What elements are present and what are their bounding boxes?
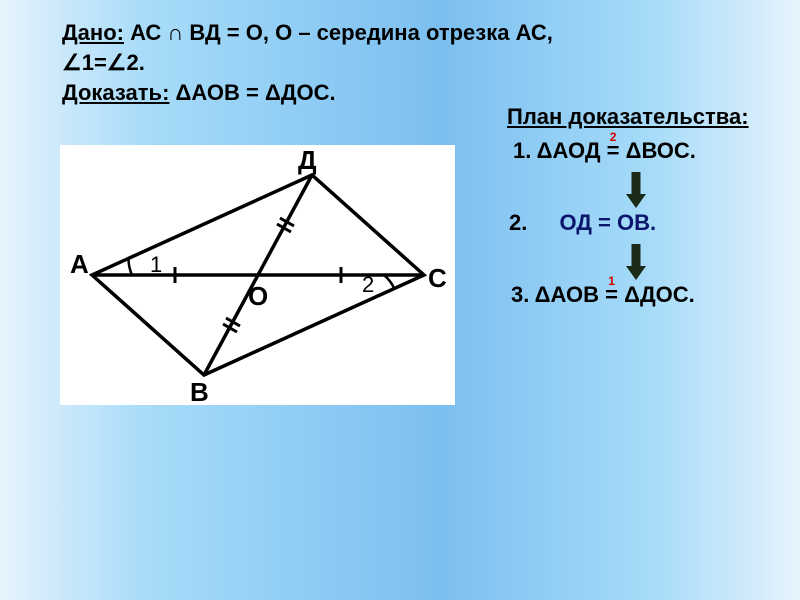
geometry-figure: 1 2 А С Д В О [60, 145, 455, 405]
prove-label: Доказать: [62, 80, 169, 105]
step1-eq-wrap: 2= [607, 138, 620, 164]
given-block: Дано: АС ∩ ВД = О, О – середина отрезка … [62, 18, 553, 77]
angle1-arc [128, 258, 132, 275]
step3-left: 3. ΔАОВ [511, 282, 605, 307]
prove-block: Доказать: ΔАОВ = ΔДОС. [62, 80, 336, 106]
arrow-1 [503, 170, 768, 210]
given-label: Дано: [62, 20, 124, 45]
label-O: О [248, 281, 268, 311]
label-D: Д [298, 145, 317, 175]
proof-plan: План доказательства: 1. ΔАОД 2= ΔВОС. 2.… [503, 104, 768, 314]
step3-right: ΔДОС. [618, 282, 695, 307]
figure-svg: 1 2 А С Д В О [60, 145, 455, 405]
plan-step-2: 2. ОД = ОВ. [503, 210, 768, 236]
plan-step-3: 3. ΔАОВ 1= ΔДОС. [503, 282, 768, 308]
step1-left: 1. ΔАОД [513, 138, 607, 163]
label-C: С [428, 263, 447, 293]
label-B: В [190, 377, 209, 405]
step1-eq: = [607, 138, 620, 164]
plan-title: План доказательства: [503, 104, 768, 130]
step3-eq-wrap: 1= [605, 282, 618, 308]
arrow-2 [503, 242, 768, 282]
label-A: А [70, 249, 89, 279]
angle2-label: 2 [362, 272, 374, 297]
given-line2: ∠1=∠2. [62, 50, 145, 75]
given-line1: АС ∩ ВД = О, О – середина отрезка АС, [124, 20, 553, 45]
angle1-label: 1 [150, 252, 162, 277]
step1-right: ΔВОС. [620, 138, 696, 163]
step3-eq: = [605, 282, 618, 308]
plan-step-1: 1. ΔАОД 2= ΔВОС. [503, 138, 768, 164]
step2-num: 2. [509, 210, 535, 236]
prove-text: ΔАОВ = ΔДОС. [169, 80, 335, 105]
angle2-arc [384, 275, 394, 289]
step2-text: ОД = ОВ. [559, 210, 656, 236]
